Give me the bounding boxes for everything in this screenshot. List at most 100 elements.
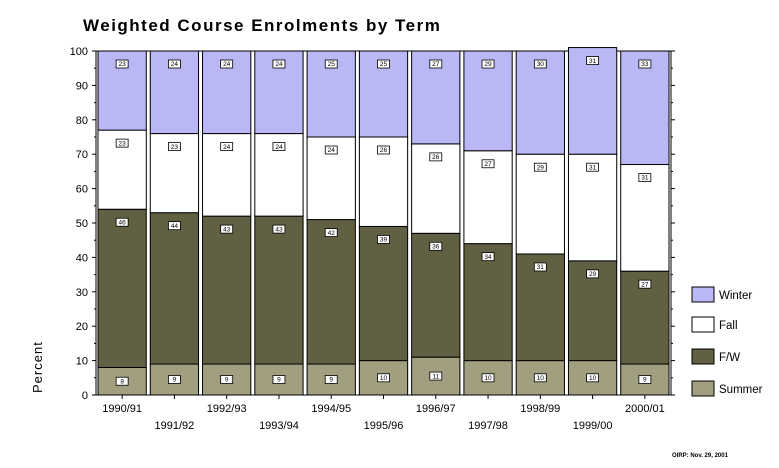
y-tick-label: 20 — [76, 321, 88, 333]
data-label: 9 — [277, 377, 281, 384]
data-label-box — [533, 59, 547, 69]
data-label-box — [533, 262, 547, 272]
data-label-box — [115, 217, 129, 227]
bar-f-w — [202, 215, 252, 365]
data-label: 24 — [328, 147, 336, 154]
data-label-box — [377, 59, 390, 69]
data-label-box — [115, 138, 129, 148]
data-label-box — [272, 375, 286, 384]
data-label-box — [586, 269, 599, 279]
y-tick-label: 70 — [76, 149, 88, 161]
data-label-box — [168, 59, 181, 69]
data-label-box — [324, 228, 338, 237]
bar-f-w — [97, 208, 147, 368]
legend-swatch — [691, 348, 715, 365]
data-label: 46 — [119, 219, 127, 226]
data-label-box — [115, 59, 129, 69]
data-label: 43 — [275, 226, 283, 233]
y-tick-label: 60 — [76, 184, 88, 196]
data-label: 9 — [329, 377, 333, 384]
data-label: 9 — [173, 377, 177, 384]
data-label: 24 — [275, 144, 283, 151]
data-label-box — [377, 235, 390, 244]
data-label: 29 — [484, 61, 492, 68]
data-label-box — [220, 142, 234, 151]
data-label-box — [115, 376, 129, 386]
plot-area: 0 10 20 30 40 50 60 70 80 90 100 8 46 23 23 1990/91 9 44 2… — [70, 46, 675, 432]
x-tick-label: 1993/94 — [259, 420, 299, 432]
data-label-box — [638, 279, 652, 289]
data-label-box — [220, 59, 234, 69]
bar-f-w — [463, 243, 513, 362]
y-tick-label: 50 — [76, 218, 88, 230]
bar-f-w — [358, 225, 409, 362]
bar-f-w — [254, 215, 304, 365]
legend-label: F/W — [719, 352, 740, 364]
legend: Winter Fall F/W Summer — [691, 286, 763, 397]
data-label: 10 — [589, 375, 597, 382]
x-tick-label: 1991/92 — [155, 420, 195, 432]
data-label: 43 — [223, 226, 231, 233]
data-label-box — [324, 145, 338, 155]
x-tick-label: 1997/98 — [468, 420, 508, 432]
y-tick-label: 100 — [70, 46, 88, 58]
x-tick-label: 1999/00 — [573, 420, 613, 432]
data-label-box — [272, 224, 286, 234]
data-label: 26 — [432, 154, 440, 161]
data-label-box — [638, 59, 652, 69]
data-label: 25 — [380, 61, 388, 68]
bar-winter — [567, 47, 618, 155]
data-label: 29 — [589, 271, 597, 278]
y-axis-label: Percent — [30, 341, 45, 393]
bar-f-w — [149, 212, 200, 365]
bar-winter — [97, 50, 147, 131]
data-label-box — [481, 373, 495, 383]
data-label: 27 — [432, 61, 440, 68]
data-label-box — [168, 142, 181, 151]
data-label: 36 — [432, 244, 440, 251]
data-label: 39 — [380, 237, 388, 244]
data-label: 26 — [380, 147, 388, 154]
data-label-box — [481, 252, 495, 262]
data-label-box — [272, 59, 286, 69]
data-label-box — [324, 375, 338, 384]
data-label-box — [533, 162, 547, 172]
data-label: 10 — [380, 375, 388, 382]
bar-winter — [515, 50, 565, 155]
data-label: 9 — [225, 377, 229, 384]
x-tick-label: 1996/97 — [416, 403, 456, 415]
data-label-box — [377, 145, 390, 155]
y-tick-label: 10 — [76, 356, 88, 368]
x-tick-label: 2000/01 — [625, 403, 665, 415]
data-label: 44 — [171, 223, 179, 230]
legend-swatch — [691, 380, 715, 397]
x-tick-label: 1994/95 — [311, 403, 351, 415]
data-label: 27 — [641, 281, 649, 288]
x-tick-label: 1995/96 — [364, 420, 404, 432]
data-label: 34 — [484, 254, 492, 261]
y-tick-label: 90 — [76, 80, 88, 92]
data-label-box — [533, 373, 547, 383]
data-label: 31 — [589, 164, 597, 171]
data-label: 24 — [171, 61, 179, 68]
legend-swatch — [691, 286, 715, 303]
data-label-box — [429, 371, 443, 381]
legend-label: Fall — [719, 320, 738, 332]
legend-label: Summer — [719, 384, 763, 396]
data-label: 23 — [171, 144, 179, 151]
data-label-box — [324, 59, 338, 69]
data-label: 27 — [484, 161, 492, 168]
data-label: 24 — [223, 61, 231, 68]
bar-f-w — [306, 219, 356, 365]
bar-fall — [620, 164, 670, 272]
data-label: 10 — [537, 375, 545, 382]
data-label: 11 — [432, 373, 439, 380]
data-label: 24 — [223, 144, 231, 151]
data-label-box — [377, 373, 390, 383]
bar-winter — [620, 50, 670, 166]
data-label: 31 — [641, 175, 649, 182]
data-label: 30 — [537, 61, 545, 68]
data-label: 24 — [275, 61, 283, 68]
data-label: 42 — [328, 230, 336, 237]
